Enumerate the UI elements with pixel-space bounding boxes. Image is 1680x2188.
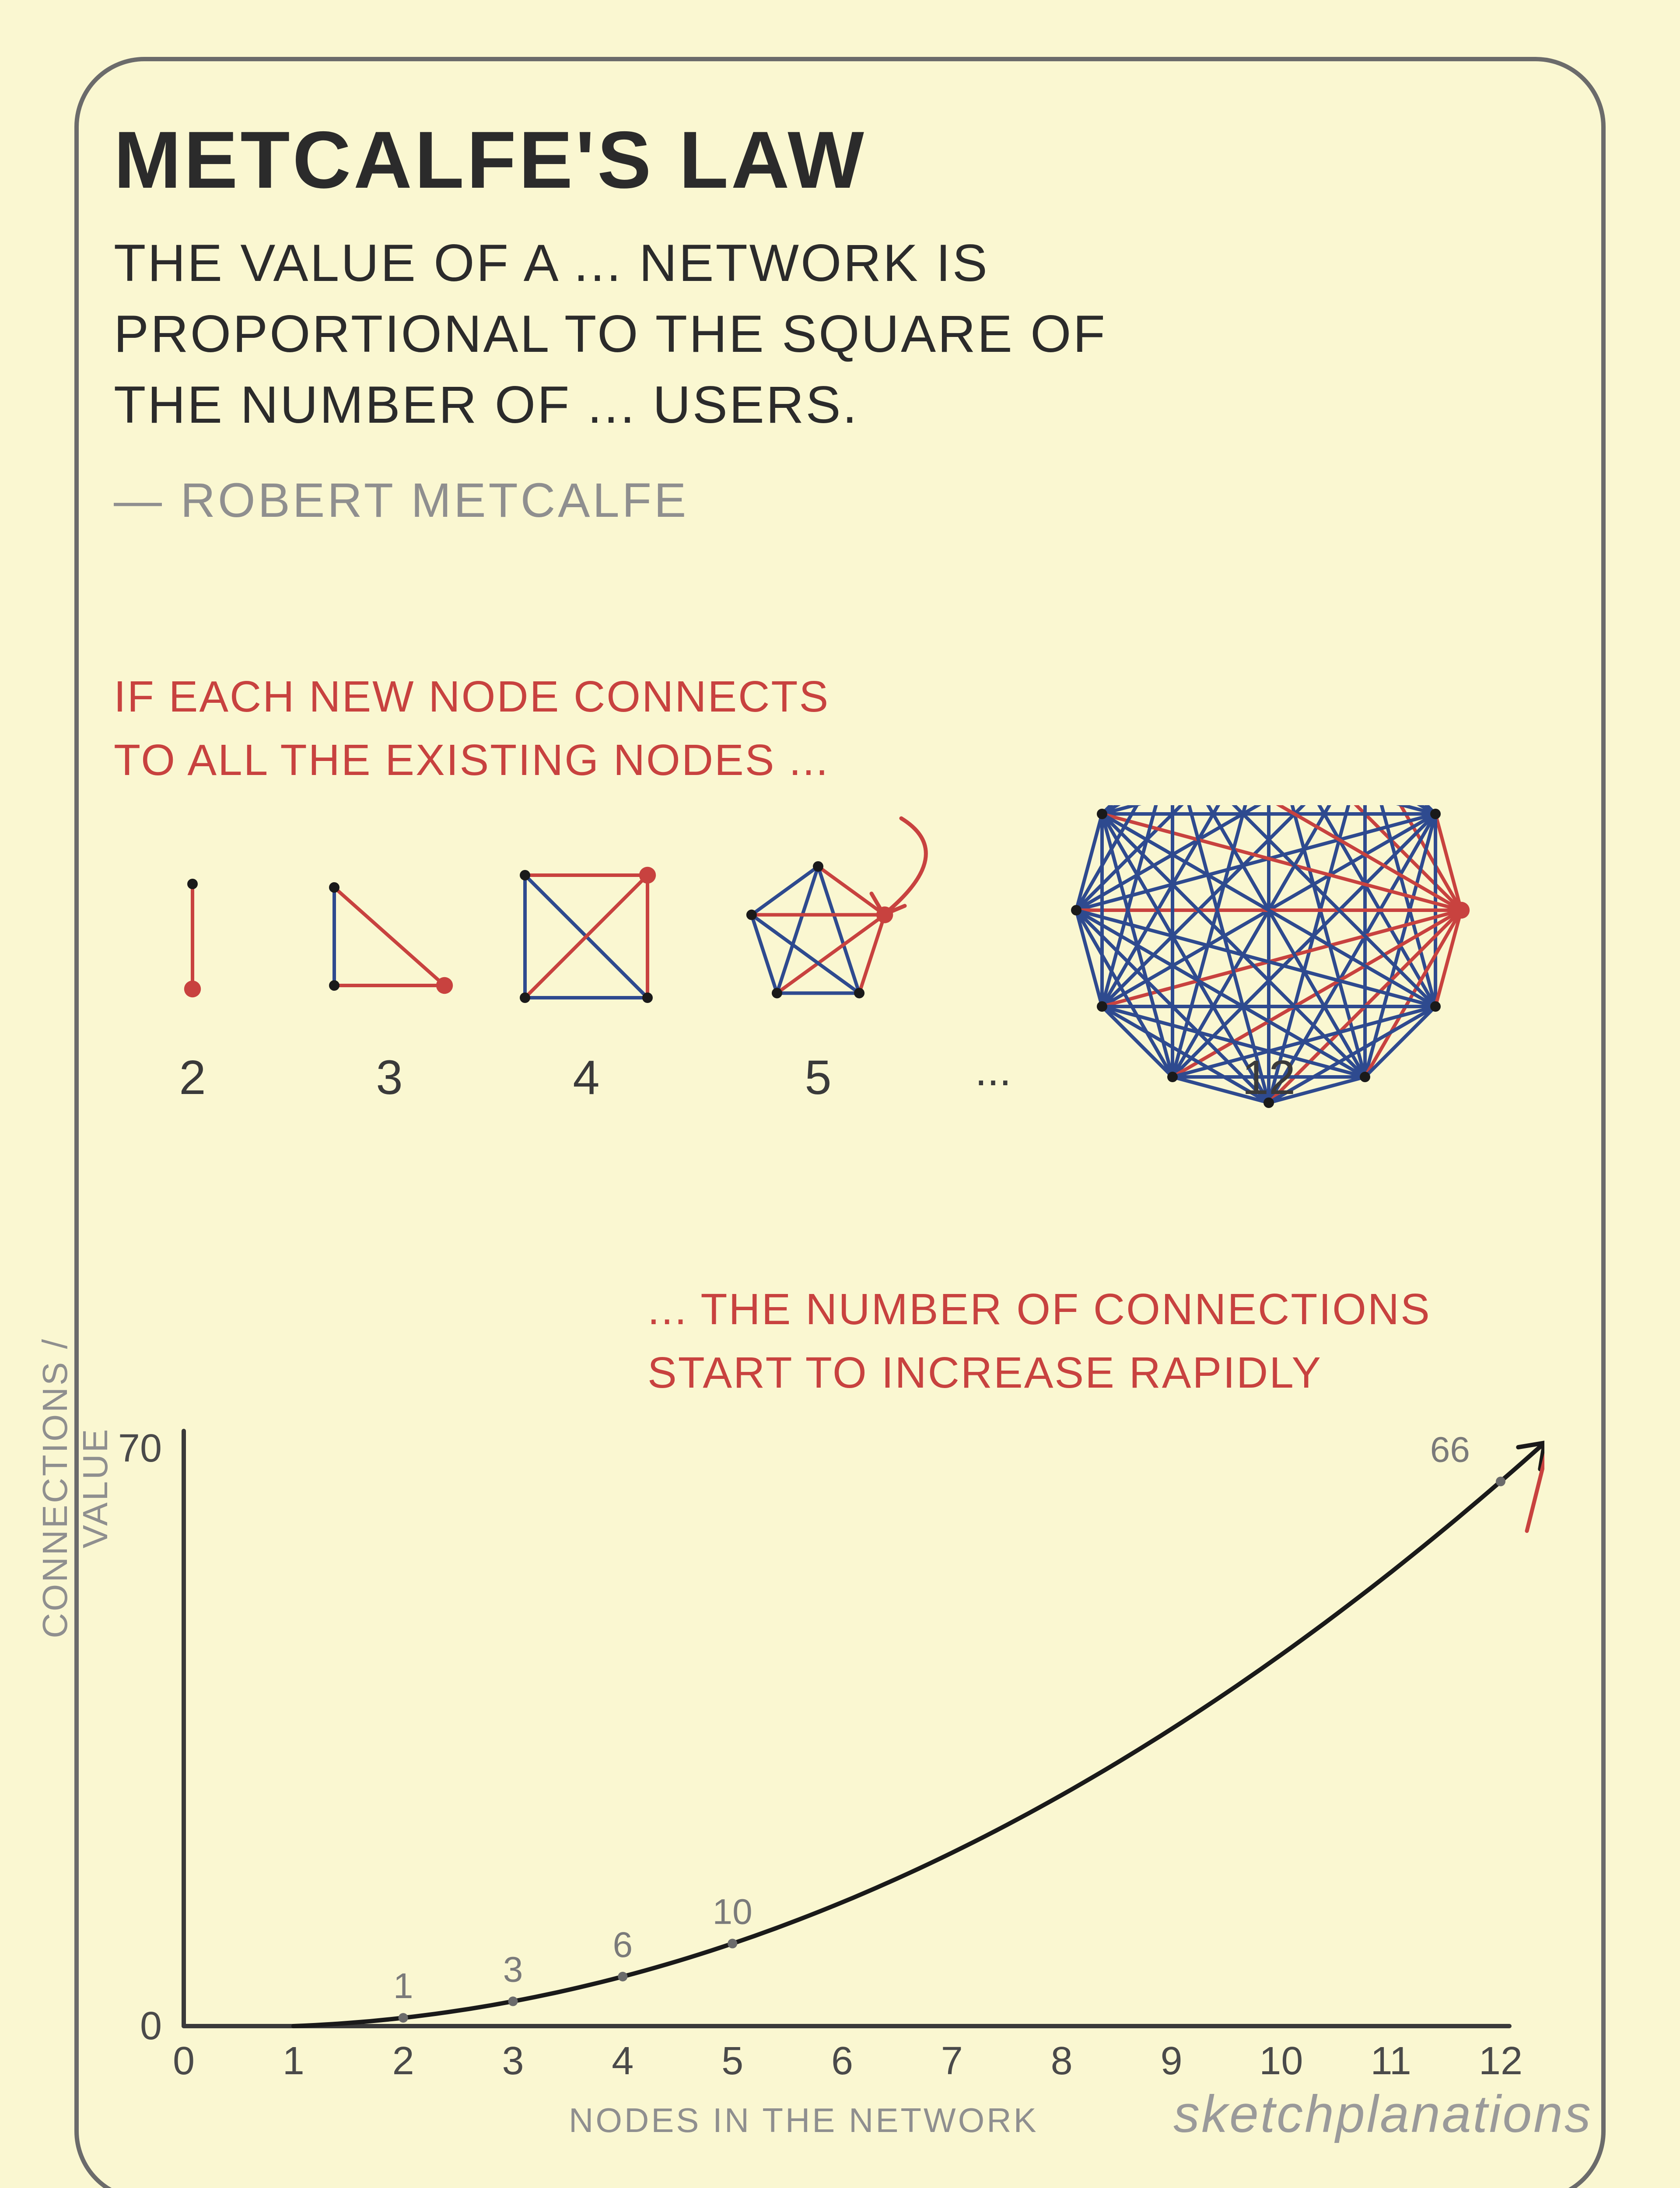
svg-text:4: 4 bbox=[573, 1051, 599, 1105]
annotation-mid: ... THE NUMBER OF CONNECTIONS START TO I… bbox=[648, 1278, 1566, 1405]
svg-text:0: 0 bbox=[140, 2004, 162, 2048]
diagrams-svg: 2 3 4 5 12... bbox=[66, 805, 1553, 1199]
attribution: — ROBERT METCALFE bbox=[114, 473, 689, 528]
svg-text:5: 5 bbox=[805, 1051, 831, 1105]
svg-text:11: 11 bbox=[1370, 2039, 1411, 2083]
svg-text:3: 3 bbox=[502, 2039, 524, 2083]
svg-text:12: 12 bbox=[1242, 1051, 1295, 1105]
title: METCALFE'S LAW bbox=[114, 114, 867, 207]
svg-text:3: 3 bbox=[503, 1950, 523, 1989]
annotation-top: IF EACH NEW NODE CONNECTS TO ALL THE EXI… bbox=[114, 665, 1164, 792]
chart-svg: 07001234567891011121361066 bbox=[57, 1422, 1544, 2131]
svg-text:7: 7 bbox=[941, 2039, 963, 2083]
svg-text:0: 0 bbox=[173, 2039, 195, 2083]
x-axis-label: NODES IN THE NETWORK bbox=[569, 2100, 1039, 2140]
chart: 07001234567891011121361066 bbox=[57, 1422, 1544, 2131]
svg-text:70: 70 bbox=[118, 1427, 162, 1470]
svg-text:10: 10 bbox=[1259, 2039, 1303, 2083]
svg-text:1: 1 bbox=[393, 1966, 413, 2006]
svg-text:9: 9 bbox=[1160, 2039, 1182, 2083]
subtitle: THE VALUE OF A ... NETWORK IS PROPORTION… bbox=[114, 228, 1251, 440]
svg-text:8: 8 bbox=[1051, 2039, 1073, 2083]
svg-text:4: 4 bbox=[612, 2039, 634, 2083]
svg-text:...: ... bbox=[975, 1046, 1011, 1095]
svg-text:3: 3 bbox=[376, 1051, 402, 1105]
svg-text:12: 12 bbox=[1479, 2039, 1522, 2083]
svg-text:2: 2 bbox=[179, 1051, 206, 1105]
svg-text:6: 6 bbox=[613, 1925, 633, 1965]
svg-text:1: 1 bbox=[283, 2039, 304, 2083]
svg-text:5: 5 bbox=[721, 2039, 743, 2083]
network-diagrams: 2 3 4 5 12... bbox=[66, 805, 1553, 1199]
svg-text:2: 2 bbox=[392, 2039, 414, 2083]
watermark: sketchplanations bbox=[1173, 2084, 1592, 2144]
svg-text:10: 10 bbox=[713, 1892, 752, 1932]
svg-text:66: 66 bbox=[1430, 1430, 1470, 1469]
svg-text:6: 6 bbox=[831, 2039, 853, 2083]
